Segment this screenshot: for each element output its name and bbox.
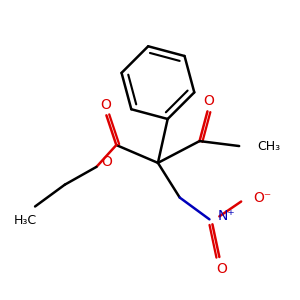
Text: H₃C: H₃C (14, 214, 37, 227)
Text: N⁺: N⁺ (218, 209, 235, 224)
Text: O: O (203, 94, 214, 109)
Text: O⁻: O⁻ (253, 190, 271, 205)
Text: O: O (101, 155, 112, 169)
Text: CH₃: CH₃ (257, 140, 280, 152)
Text: O: O (100, 98, 111, 112)
Text: O: O (216, 262, 227, 276)
